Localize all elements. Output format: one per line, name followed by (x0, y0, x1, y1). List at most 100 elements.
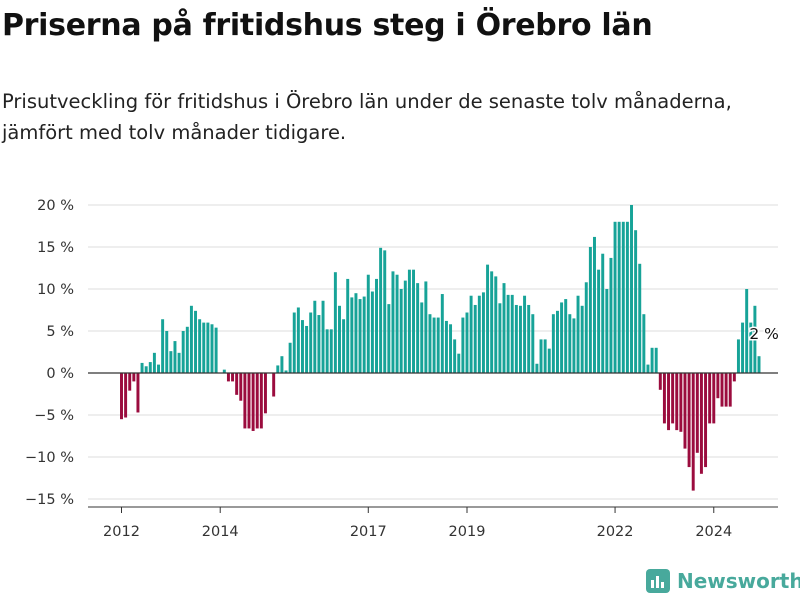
bar (617, 221, 621, 373)
bar (161, 319, 165, 373)
bar (375, 278, 378, 373)
bar (749, 322, 753, 373)
bar (473, 304, 477, 373)
brand-name: Newsworthy (677, 569, 800, 593)
bar (346, 278, 350, 373)
bar (194, 310, 198, 373)
bar (514, 304, 518, 373)
bar (292, 312, 296, 373)
x-tick-label: 2017 (350, 524, 387, 540)
bar (568, 314, 572, 373)
bar (465, 312, 469, 373)
bar (428, 314, 432, 373)
bar (309, 312, 313, 373)
bar (675, 373, 679, 431)
bar (403, 280, 407, 373)
bar (383, 250, 387, 373)
bar (412, 269, 415, 373)
bar (362, 296, 366, 373)
bar (720, 373, 724, 407)
bar (510, 294, 514, 373)
bar (704, 373, 708, 468)
bar (210, 324, 214, 373)
bar (226, 373, 230, 382)
bar (736, 339, 740, 373)
bar (679, 373, 683, 432)
bar (716, 373, 720, 399)
bar (642, 314, 646, 373)
bar (486, 264, 490, 373)
bar (165, 331, 169, 373)
bar (300, 320, 304, 373)
x-tick-label: 2014 (202, 524, 239, 540)
bar (724, 373, 728, 407)
bar (350, 297, 354, 373)
bar (699, 373, 703, 474)
bar (136, 373, 140, 413)
bar (416, 283, 420, 373)
bar (305, 325, 309, 373)
bar (144, 366, 148, 373)
bar (745, 289, 749, 373)
bar (342, 319, 346, 373)
bar (206, 322, 210, 373)
bar (395, 274, 399, 373)
bar (255, 373, 259, 429)
bar (128, 373, 132, 391)
bar (420, 302, 424, 373)
bar (152, 352, 156, 373)
bar (658, 373, 662, 390)
bar (584, 282, 588, 373)
bar (654, 347, 658, 373)
bar (576, 295, 580, 373)
bar (683, 373, 687, 449)
bar (556, 310, 559, 373)
bar (317, 315, 321, 373)
bar (432, 317, 436, 373)
bar (222, 369, 226, 373)
bar (498, 303, 502, 373)
y-tick-label: −5 % (34, 408, 74, 424)
bar (609, 257, 613, 373)
bar (449, 324, 453, 373)
bar (251, 373, 255, 431)
bar (605, 289, 609, 373)
x-tick-label: 2019 (449, 524, 486, 540)
bar (728, 373, 732, 407)
bar (321, 300, 325, 373)
bar (124, 373, 128, 418)
bar (539, 339, 543, 373)
bar (272, 373, 276, 397)
bar (490, 271, 494, 373)
last-value-label: 2 % (749, 325, 779, 343)
bar (284, 370, 288, 373)
bar (547, 348, 551, 373)
bar (712, 373, 716, 424)
bar (169, 351, 173, 373)
bar (662, 373, 666, 424)
bar (551, 314, 555, 373)
bar (263, 373, 267, 414)
bar (276, 365, 280, 373)
bar (502, 283, 506, 373)
bar (231, 373, 235, 382)
bar (708, 373, 712, 424)
bar (185, 326, 189, 373)
bar (235, 373, 239, 395)
newsworthy-logo-icon (646, 569, 670, 593)
bar (444, 320, 448, 373)
bar (667, 373, 671, 431)
bar (593, 236, 596, 373)
bar (671, 373, 675, 424)
bar (523, 295, 527, 373)
bar (518, 305, 522, 373)
bar (613, 221, 617, 373)
x-tick-label: 2024 (695, 524, 732, 540)
brand-logo: Newsworthy (645, 568, 800, 594)
bar (239, 373, 243, 401)
y-tick-label: 5 % (46, 324, 74, 340)
bar (695, 373, 699, 453)
bar (329, 329, 333, 373)
bar (621, 221, 625, 373)
